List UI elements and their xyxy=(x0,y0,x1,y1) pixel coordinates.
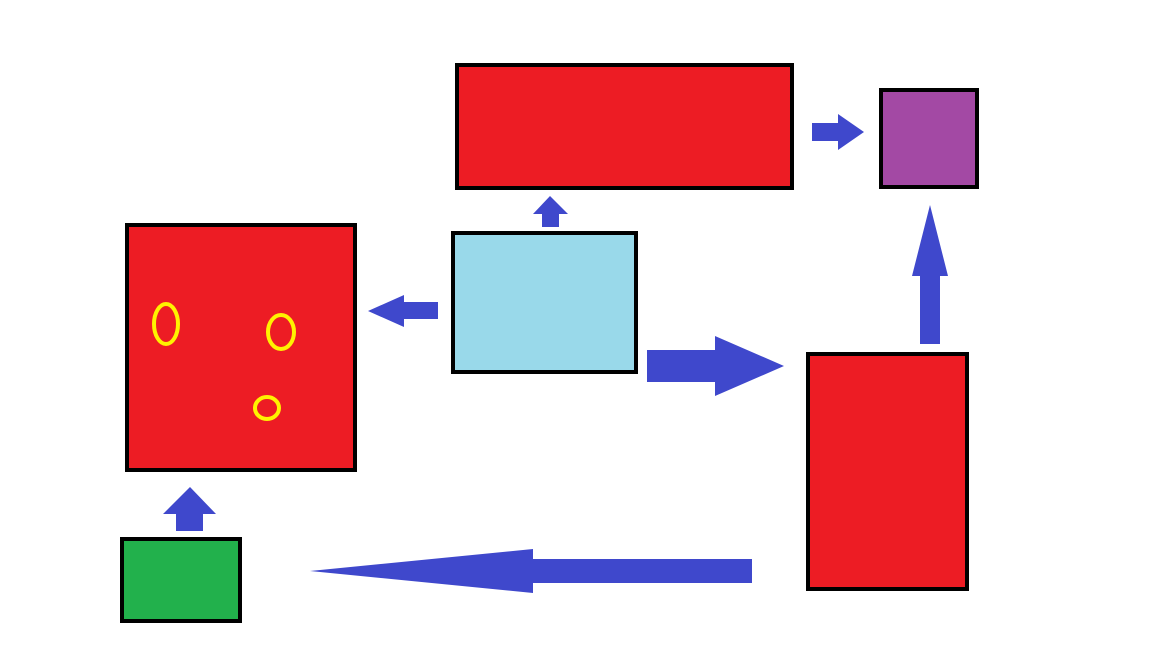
arrow-top-red-to-purple xyxy=(812,114,864,150)
arrow-green-to-left-red xyxy=(163,487,216,531)
right-red-box xyxy=(806,352,969,591)
green-box xyxy=(120,537,242,623)
purple-box xyxy=(879,88,979,189)
center-light-blue-box xyxy=(451,231,638,374)
yellow-oval-mark xyxy=(266,313,296,351)
left-red-box xyxy=(125,223,357,472)
arrow-center-to-top-red xyxy=(533,196,568,227)
arrow-right-red-to-green xyxy=(310,549,752,593)
arrow-center-to-right-red xyxy=(647,336,784,396)
top-red-box xyxy=(455,63,794,190)
arrow-right-red-to-purple xyxy=(912,205,948,344)
arrow-center-to-left-red xyxy=(368,295,438,327)
yellow-oval-mark xyxy=(152,302,180,346)
yellow-oval-mark xyxy=(253,395,281,421)
